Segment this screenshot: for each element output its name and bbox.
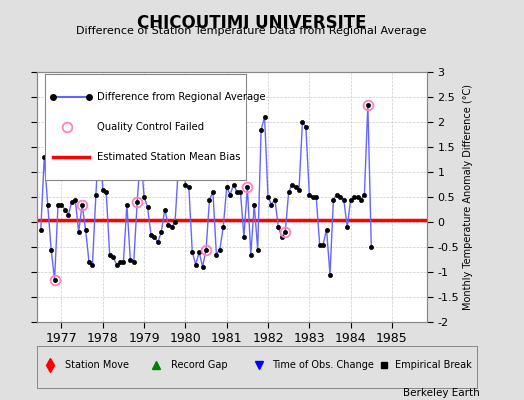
Y-axis label: Monthly Temperature Anomaly Difference (°C): Monthly Temperature Anomaly Difference (… xyxy=(463,84,473,310)
Text: Time of Obs. Change: Time of Obs. Change xyxy=(272,360,374,370)
Text: Quality Control Failed: Quality Control Failed xyxy=(97,122,204,132)
Text: Berkeley Earth: Berkeley Earth xyxy=(403,388,479,398)
Text: Station Move: Station Move xyxy=(66,360,129,370)
Text: Record Gap: Record Gap xyxy=(171,360,227,370)
Text: Empirical Break: Empirical Break xyxy=(396,360,472,370)
Text: Difference from Regional Average: Difference from Regional Average xyxy=(97,92,266,102)
Text: CHICOUTIMI UNIVERSITE: CHICOUTIMI UNIVERSITE xyxy=(137,14,366,32)
Text: Difference of Station Temperature Data from Regional Average: Difference of Station Temperature Data f… xyxy=(77,26,427,36)
Text: Estimated Station Mean Bias: Estimated Station Mean Bias xyxy=(97,152,241,162)
